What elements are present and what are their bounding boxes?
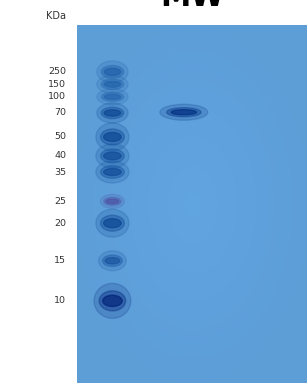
Ellipse shape: [104, 94, 121, 100]
Ellipse shape: [97, 89, 128, 105]
Ellipse shape: [97, 75, 128, 93]
Text: 150: 150: [48, 80, 66, 89]
Ellipse shape: [96, 161, 129, 183]
Text: MW: MW: [160, 0, 224, 12]
Ellipse shape: [99, 251, 126, 271]
Ellipse shape: [100, 194, 124, 209]
Ellipse shape: [104, 219, 121, 228]
Ellipse shape: [104, 110, 121, 116]
Ellipse shape: [100, 129, 124, 145]
Ellipse shape: [105, 258, 120, 264]
Text: 25: 25: [54, 197, 66, 206]
Ellipse shape: [97, 61, 128, 83]
Text: 40: 40: [54, 151, 66, 160]
Ellipse shape: [101, 79, 124, 89]
Text: 10: 10: [54, 296, 66, 305]
Ellipse shape: [101, 92, 124, 102]
Ellipse shape: [96, 144, 129, 168]
Ellipse shape: [104, 132, 121, 142]
Ellipse shape: [104, 168, 121, 175]
Ellipse shape: [104, 152, 121, 160]
Text: 20: 20: [54, 219, 66, 228]
Ellipse shape: [167, 108, 201, 117]
Ellipse shape: [101, 107, 124, 119]
Text: 250: 250: [48, 67, 66, 76]
Ellipse shape: [106, 199, 119, 203]
Ellipse shape: [100, 149, 124, 163]
Ellipse shape: [94, 283, 131, 318]
Ellipse shape: [104, 68, 121, 75]
Ellipse shape: [96, 209, 129, 237]
Ellipse shape: [104, 197, 121, 205]
Text: KDa: KDa: [46, 11, 66, 21]
Text: 15: 15: [54, 256, 66, 265]
Text: 100: 100: [48, 92, 66, 102]
Ellipse shape: [171, 110, 196, 115]
Ellipse shape: [99, 291, 126, 311]
Ellipse shape: [101, 65, 124, 78]
Ellipse shape: [160, 104, 208, 120]
Text: 70: 70: [54, 109, 66, 117]
Ellipse shape: [96, 123, 129, 151]
Text: 50: 50: [54, 132, 66, 142]
Ellipse shape: [103, 295, 122, 307]
Ellipse shape: [100, 215, 124, 231]
Ellipse shape: [104, 81, 121, 87]
Ellipse shape: [103, 255, 122, 266]
Ellipse shape: [100, 166, 124, 178]
Text: 35: 35: [54, 168, 66, 177]
Ellipse shape: [97, 103, 128, 123]
